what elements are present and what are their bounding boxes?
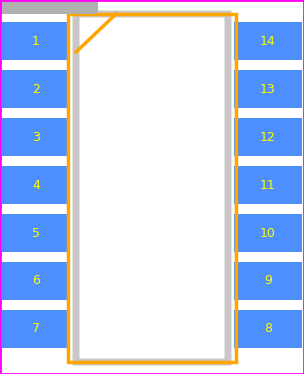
Text: 5: 5 [32, 227, 40, 239]
Bar [2, 166, 70, 204]
Text: 10: 10 [260, 227, 276, 239]
Bar [234, 70, 302, 108]
Text: 7: 7 [32, 322, 40, 335]
Bar [2, 70, 70, 108]
Text: 2: 2 [32, 83, 40, 95]
Bar [234, 214, 302, 252]
Text: 9: 9 [264, 275, 272, 288]
Bar [2, 262, 70, 300]
FancyBboxPatch shape [1, 1, 98, 14]
Bar [2, 214, 70, 252]
FancyBboxPatch shape [76, 14, 228, 362]
Text: 8: 8 [264, 322, 272, 335]
Bar [234, 310, 302, 348]
Text: 12: 12 [260, 131, 276, 144]
Bar [234, 118, 302, 156]
Text: 13: 13 [260, 83, 276, 95]
Text: 4: 4 [32, 178, 40, 191]
Bar [2, 118, 70, 156]
Text: 6: 6 [32, 275, 40, 288]
Bar [234, 22, 302, 60]
Bar [68, 14, 236, 362]
Text: 1: 1 [32, 34, 40, 47]
Bar [2, 310, 70, 348]
Bar [2, 22, 70, 60]
Bar [234, 262, 302, 300]
Text: 3: 3 [32, 131, 40, 144]
Bar [234, 166, 302, 204]
Text: 11: 11 [260, 178, 276, 191]
Text: 14: 14 [260, 34, 276, 47]
